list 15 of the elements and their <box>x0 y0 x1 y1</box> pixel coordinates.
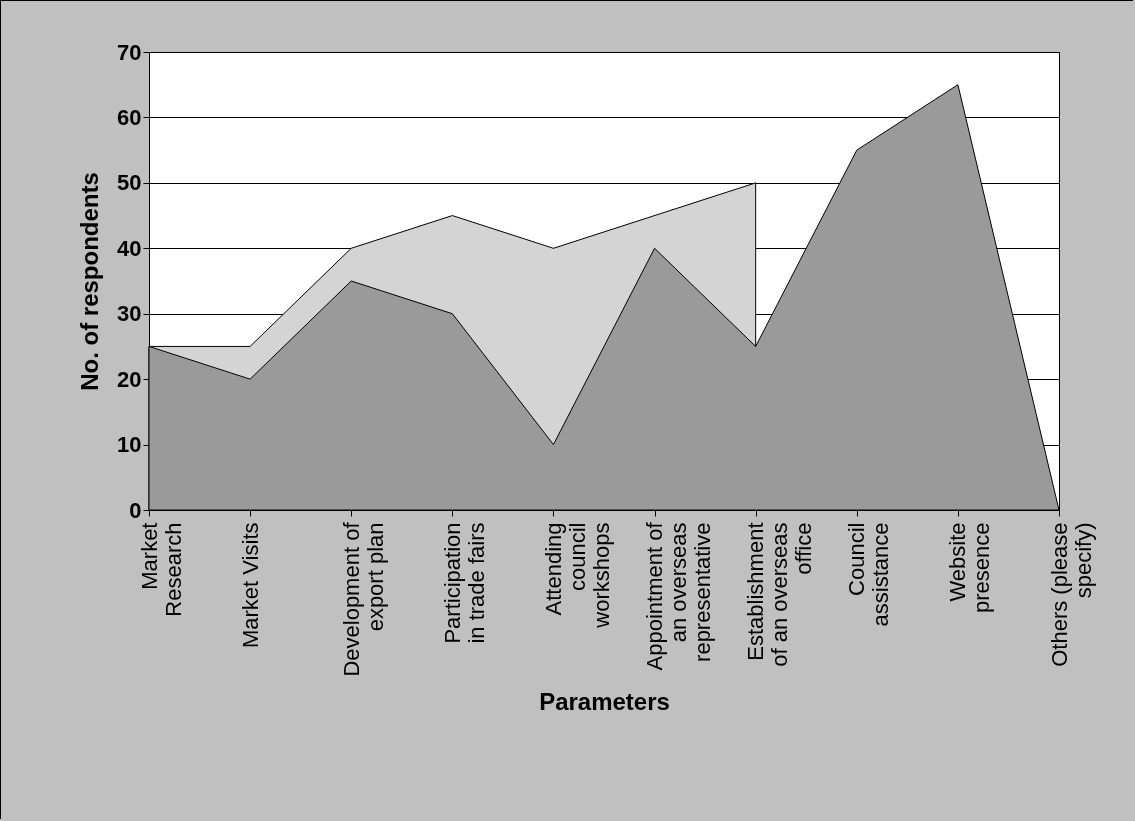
x-tick-label: Market Research <box>136 522 186 617</box>
y-tick-label: 40 <box>117 235 142 261</box>
x-tick-label: Market Visits <box>237 522 263 649</box>
y-tick-label: 10 <box>117 432 142 458</box>
y-tick-label: 60 <box>117 104 142 130</box>
x-tick-label: Development of export plan <box>338 521 388 677</box>
x-axis-title: Parameters <box>539 687 670 715</box>
x-tick-label: Establishment of an overseas office <box>743 522 817 667</box>
y-tick-label: 20 <box>117 366 142 392</box>
y-tick-label: 30 <box>117 301 142 327</box>
y-tick-label: 50 <box>117 170 142 196</box>
y-tick-label: 0 <box>129 497 142 523</box>
x-tick-label: Others (please specify) <box>1046 522 1096 667</box>
y-axis-title: No. of respondents <box>76 172 104 391</box>
y-tick-label: 70 <box>117 39 142 65</box>
